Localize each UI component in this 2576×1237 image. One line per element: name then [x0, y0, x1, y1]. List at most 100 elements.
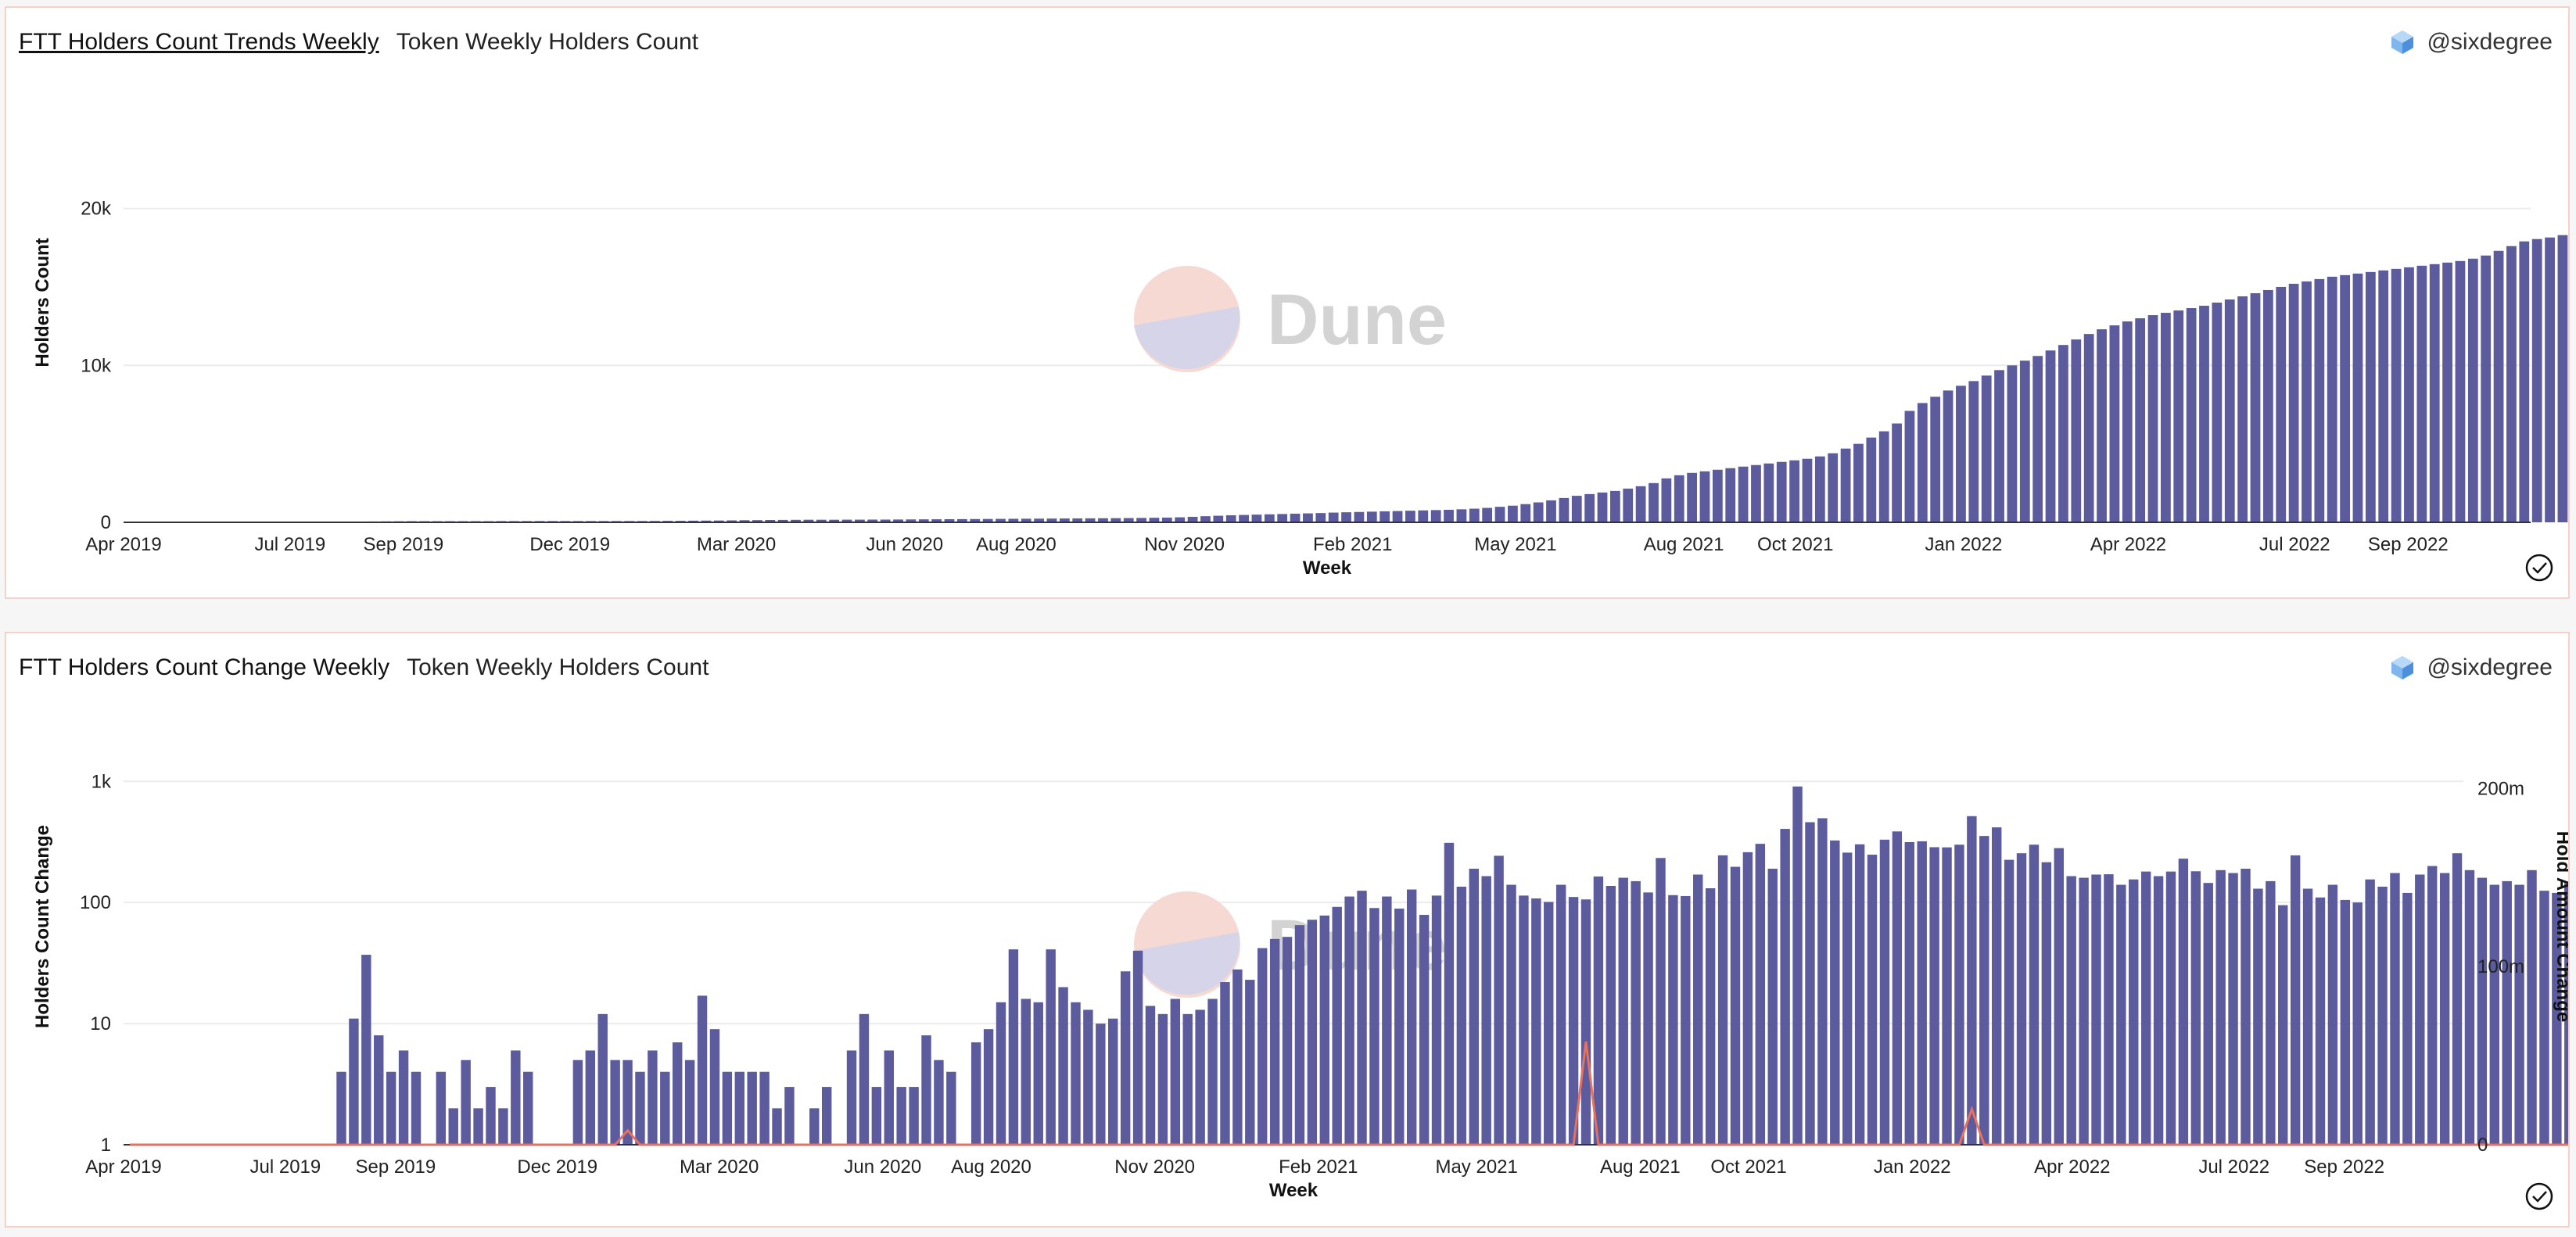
author-link[interactable]: @sixdegree — [2389, 649, 2553, 687]
x-tick-label: Nov 2020 — [1144, 534, 1225, 555]
bar — [1083, 1009, 1093, 1145]
bar — [1802, 458, 1813, 522]
dune-logo-icon — [1134, 266, 1240, 372]
bar — [2340, 274, 2350, 522]
bar — [1319, 915, 1329, 1145]
bar — [734, 1071, 744, 1145]
x-tick-label: Apr 2019 — [85, 534, 161, 555]
bar — [747, 1071, 757, 1145]
bar — [970, 518, 981, 522]
y2-axis-label: Hold Amount Change — [2553, 831, 2568, 1022]
check-circle-icon — [2524, 553, 2554, 586]
bar — [934, 1060, 944, 1145]
y2-tick-label: 100m — [2477, 956, 2524, 977]
x-tick-label: Jul 2019 — [250, 1156, 321, 1178]
bar — [1269, 938, 1280, 1145]
bar — [1123, 518, 1134, 522]
chart-title[interactable]: FTT Holders Count Trends Weekly — [19, 29, 379, 55]
bar — [2365, 271, 2376, 522]
author-name: @sixdegree — [2427, 654, 2553, 680]
x-tick-label: Sep 2019 — [363, 534, 443, 555]
bar — [921, 1035, 931, 1145]
bar — [841, 519, 852, 522]
bar — [1767, 868, 1778, 1145]
bar — [1593, 876, 1604, 1145]
bar — [1546, 500, 1556, 522]
bar — [2514, 884, 2524, 1145]
bar — [1245, 980, 1255, 1145]
chart-panel-holders-trend: FTT Holders Count Trends Weekly Token We… — [5, 6, 2570, 599]
bar — [1755, 844, 1766, 1145]
bar — [2442, 262, 2452, 522]
bar — [1854, 844, 1865, 1145]
bar — [1195, 1009, 1205, 1145]
bar — [1419, 915, 1430, 1145]
bar — [1058, 987, 1068, 1145]
bar — [585, 1050, 596, 1145]
bar — [1656, 858, 1666, 1145]
bar — [709, 1029, 720, 1145]
author-link[interactable]: @sixdegree — [2389, 23, 2553, 61]
y-tick-label: 100 — [80, 892, 111, 913]
bar — [871, 1087, 882, 1145]
bar — [2502, 880, 2512, 1145]
bar — [2019, 360, 2030, 522]
x-tick-label: Aug 2020 — [976, 534, 1057, 555]
bar — [2029, 844, 2040, 1145]
bar — [1981, 375, 1992, 522]
bar — [1207, 999, 1218, 1145]
y-tick-label: 20k — [81, 199, 112, 220]
bar — [1225, 515, 1236, 522]
x-tick-label: Dec 2019 — [517, 1156, 597, 1178]
y-axis-label: Holders Count Change — [32, 825, 53, 1028]
bar — [610, 1060, 620, 1145]
y-tick-label: 0 — [101, 512, 111, 533]
bar — [1170, 999, 1181, 1145]
y2-tick-label: 200m — [2477, 778, 2524, 799]
bar — [2122, 321, 2133, 522]
bar — [1943, 390, 1954, 522]
bar — [1508, 505, 1518, 522]
bar — [727, 520, 737, 522]
bar — [1609, 490, 1620, 522]
bar — [1239, 515, 1249, 522]
bar — [983, 1029, 994, 1145]
bar — [701, 520, 712, 522]
bar — [1967, 816, 1977, 1145]
bar — [1494, 855, 1504, 1145]
watermark-text: Dune — [1267, 280, 1447, 360]
bar — [1968, 381, 1979, 522]
bar — [1344, 896, 1354, 1145]
chart-header: FTT Holders Count Trends Weekly Token We… — [19, 23, 698, 61]
bar — [713, 520, 724, 522]
bar — [1182, 1013, 1193, 1145]
bar — [1072, 518, 1083, 522]
x-tick-label: Sep 2019 — [355, 1156, 436, 1178]
bar — [1817, 818, 1828, 1145]
bar — [1956, 385, 1966, 522]
bar — [1635, 486, 1646, 522]
x-axis-label: Week — [1303, 558, 1352, 579]
chart-title[interactable]: FTT Holders Count Change Weekly — [19, 654, 390, 680]
bar — [2464, 869, 2475, 1145]
x-tick-label: Nov 2020 — [1114, 1156, 1195, 1178]
bar — [1506, 884, 1516, 1145]
x-tick-label: Sep 2022 — [2304, 1156, 2384, 1178]
bar — [411, 1071, 422, 1145]
bar — [2415, 874, 2425, 1145]
bar — [1533, 502, 1544, 522]
bar — [2429, 264, 2440, 522]
dune-logo-icon — [1134, 891, 1240, 998]
bar — [1366, 511, 1377, 522]
bar — [2007, 365, 2018, 522]
bar — [918, 519, 929, 522]
bar — [1469, 508, 1480, 522]
bar — [1892, 423, 1902, 522]
bar — [1494, 507, 1505, 522]
x-tick-label: Dec 2019 — [529, 534, 610, 555]
bar — [1307, 920, 1318, 1145]
bar — [1725, 468, 1736, 522]
bar — [1277, 514, 1288, 522]
bar — [2340, 899, 2351, 1145]
